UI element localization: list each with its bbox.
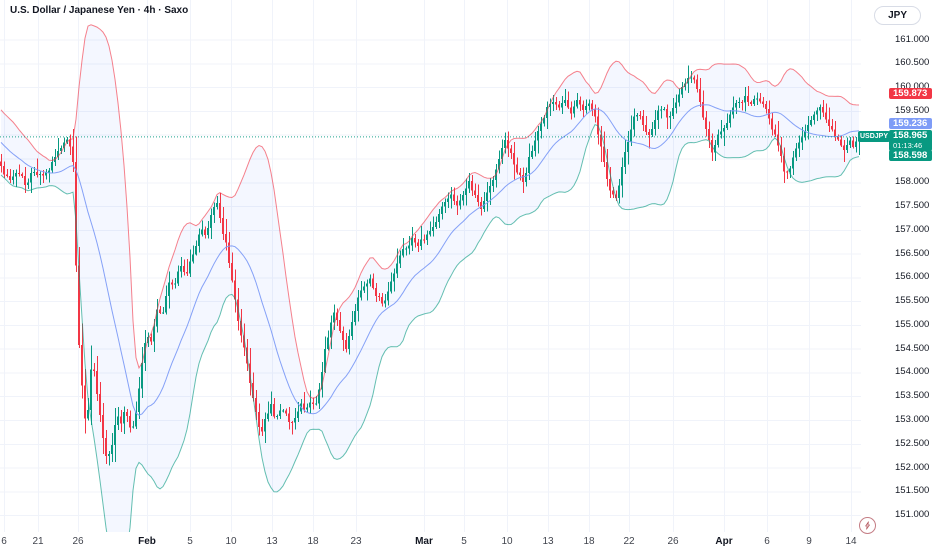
time-tick-label: 13 (266, 536, 278, 547)
price-tick-label: 152.500 (895, 437, 930, 449)
time-tick-label: 26 (72, 536, 84, 547)
bar-countdown: 01:13:46 (893, 140, 923, 150)
bollinger-basis-line (0, 104, 860, 416)
bollinger-lower-line (0, 123, 860, 532)
currency-toggle-button[interactable]: JPY (874, 6, 921, 25)
time-tick-label: 5 (187, 536, 193, 547)
price-tick-label: 158.000 (895, 176, 930, 188)
lower-band-price-label: 158.598 (889, 149, 932, 161)
time-tick-label: Feb (138, 536, 156, 547)
lower-band-price-value: 158.598 (893, 149, 928, 161)
time-tick-label: 21 (32, 536, 44, 547)
time-tick-label: 10 (501, 536, 513, 547)
time-tick-label: 18 (307, 536, 319, 547)
basis-price-value: 159.236 (893, 117, 928, 129)
price-tick-label: 151.000 (895, 509, 930, 521)
last-price-label: 158.965 01:13:46 (889, 129, 932, 151)
time-tick-label: 23 (350, 536, 362, 547)
chart-pane-svg[interactable] (0, 0, 862, 532)
time-axis[interactable]: 6 21 26 Feb 5 10 13 18 23 Mar 5 10 13 18 22 26 Apr 6 9 14 (0, 532, 932, 550)
grid-lines (0, 0, 861, 532)
price-tick-label: 154.500 (895, 342, 930, 354)
upper-band-price-value: 159.873 (893, 87, 928, 99)
lightning-icon[interactable] (859, 517, 876, 534)
price-tick-label: 155.000 (895, 318, 930, 330)
time-tick-label: 10 (225, 536, 237, 547)
time-tick-label: 18 (583, 536, 595, 547)
price-tick-label: 160.000 (895, 81, 930, 93)
bollinger-fill (1, 24, 859, 532)
time-tick-label: 14 (845, 536, 857, 547)
price-tick-label: 154.000 (895, 366, 930, 378)
price-tick-label: 161.000 (895, 33, 930, 45)
lightning-glyph (865, 521, 870, 530)
time-tick-label: 5 (461, 536, 467, 547)
price-tick-label: 151.500 (895, 485, 930, 497)
price-tick-label: 155.500 (895, 295, 930, 307)
symbol-title[interactable]: U.S. Dollar / Japanese Yen · 4h · Saxo (10, 5, 189, 16)
time-tick-label: 22 (623, 536, 635, 547)
basis-price-label: 159.236 (889, 117, 932, 129)
time-tick-label: 6 (1, 536, 7, 547)
time-tick-label: 26 (667, 536, 679, 547)
upper-band-price-label: 159.873 (889, 87, 932, 99)
price-tick-label: 160.500 (895, 57, 930, 69)
time-tick-label: 9 (806, 536, 812, 547)
symbol-price-tag: USDJPY (858, 130, 890, 142)
price-tick-label: 152.000 (895, 461, 930, 473)
price-axis[interactable]: 151.000 151.500 152.000 152.500 153.000 153.5… (862, 0, 932, 532)
candlesticks (0, 65, 860, 466)
time-tick-label: 6 (764, 536, 770, 547)
price-tick-label: 153.000 (895, 414, 930, 425)
time-tick-label: Apr (715, 536, 733, 547)
price-tick-label: 156.000 (895, 271, 930, 283)
price-tick-label: 153.500 (895, 390, 930, 402)
price-tick-label: 157.000 (895, 223, 930, 235)
price-tick-label: 157.500 (895, 200, 930, 212)
price-tick-label: 156.500 (895, 247, 930, 259)
time-tick-label: 13 (542, 536, 554, 547)
bollinger-upper-line (0, 24, 860, 399)
time-tick-label: Mar (415, 536, 433, 547)
price-tick-label: 159.500 (895, 104, 930, 116)
last-price-value: 158.965 (893, 129, 928, 141)
